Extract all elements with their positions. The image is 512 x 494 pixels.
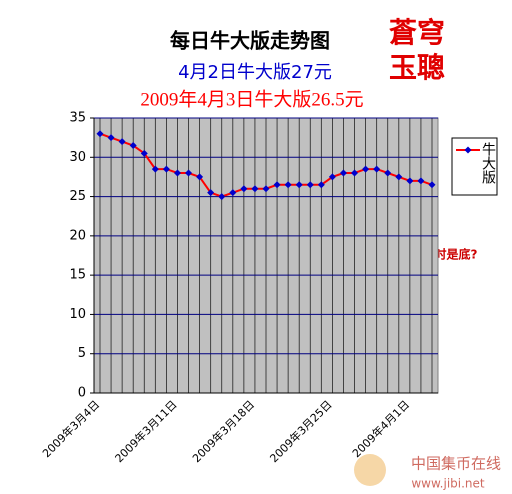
y-tick-label: 30 — [69, 150, 86, 165]
point-marker — [207, 189, 215, 197]
point-marker — [162, 165, 170, 173]
point-marker — [384, 169, 392, 177]
point-marker — [262, 185, 270, 193]
watermark-group: 中国集币在线 www.jibi.net — [354, 454, 501, 491]
point-marker — [362, 165, 370, 173]
chart-subtitle: 4月2日牛大版27元 — [178, 62, 332, 83]
stamp: 玉聰 — [389, 51, 445, 84]
point-marker — [351, 169, 359, 177]
point-marker — [273, 181, 281, 189]
point-marker — [240, 185, 248, 193]
point-marker — [196, 173, 204, 181]
point-marker — [218, 193, 226, 201]
point-marker — [417, 177, 425, 185]
legend-label: 牛大版 — [480, 142, 496, 185]
point-marker — [328, 173, 336, 181]
point-marker — [251, 185, 259, 193]
y-tick-label: 25 — [69, 189, 86, 204]
y-tick-label: 5 — [78, 346, 86, 361]
point-marker — [295, 181, 303, 189]
point-marker — [428, 181, 436, 189]
y-tick-label: 10 — [69, 307, 86, 322]
point-marker — [317, 181, 325, 189]
watermark: 中国集币在线 — [411, 455, 501, 473]
point-marker — [129, 142, 137, 149]
legend-marker — [464, 146, 472, 154]
chart-subtitle: 2009年4月3日牛大版26.5元 — [140, 88, 363, 110]
point-marker — [185, 169, 193, 177]
point-marker — [306, 181, 314, 189]
point-marker — [373, 165, 381, 173]
stamp: 蒼穹 — [389, 16, 445, 49]
point-marker — [107, 134, 115, 142]
point-marker — [406, 177, 414, 185]
chart-title: 每日牛大版走势图 — [170, 29, 330, 53]
y-tick-label: 15 — [69, 268, 86, 283]
watermark-logo — [354, 454, 386, 486]
point-marker — [118, 138, 126, 146]
point-marker — [339, 169, 347, 177]
point-marker — [173, 169, 181, 177]
point-marker — [140, 149, 148, 157]
y-tick-label: 20 — [69, 228, 86, 243]
y-tick-label: 0 — [78, 386, 86, 401]
y-tick-label: 35 — [69, 111, 86, 126]
point-marker — [151, 165, 159, 173]
point-marker — [395, 173, 403, 181]
point-marker — [96, 130, 104, 138]
legend-box — [451, 137, 498, 196]
point-marker — [284, 181, 292, 189]
point-marker — [229, 189, 237, 197]
watermark: www.jibi.net — [411, 477, 485, 491]
